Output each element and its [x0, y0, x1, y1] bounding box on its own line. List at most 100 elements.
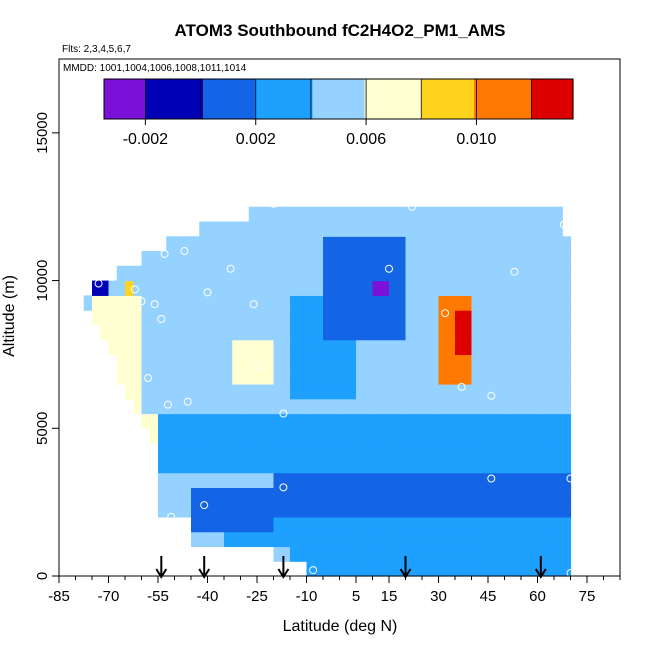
heatmap-cell [257, 280, 266, 296]
heatmap-cell [463, 516, 473, 533]
heatmap-cell [100, 295, 110, 311]
colorbar-segment [255, 79, 261, 119]
heatmap-cell [314, 398, 324, 415]
heatmap-cell [562, 236, 572, 252]
heatmap-cell [116, 369, 126, 385]
sample-point [183, 397, 192, 406]
heatmap-cell [182, 280, 192, 296]
colorbar-segment [218, 79, 225, 119]
heatmap-cell [240, 428, 250, 444]
heatmap-cell [455, 236, 464, 252]
heatmap-cell [248, 310, 258, 326]
heatmap-cell [512, 295, 522, 311]
colorbar-segment [421, 79, 428, 119]
heatmap-cell [397, 206, 407, 223]
heatmap-cell [314, 546, 324, 562]
heatmap-cell [521, 339, 530, 356]
heatmap-cell [545, 236, 555, 252]
heatmap-cell [224, 487, 233, 503]
heatmap-cell [306, 295, 316, 311]
heatmap-cell [397, 295, 407, 311]
colorbar-segment [161, 79, 168, 119]
heatmap-cell [215, 265, 225, 282]
heatmap-cell [182, 413, 192, 429]
heatmap-cell [529, 221, 539, 237]
heatmap-cell [290, 487, 299, 503]
heatmap-cell [529, 310, 539, 326]
heatmap-cell [191, 502, 200, 518]
heatmap-cell [125, 265, 134, 282]
heatmap-cell [158, 487, 167, 503]
heatmap-cell [133, 369, 143, 385]
heatmap-cell [397, 221, 407, 237]
heatmap-cell [158, 413, 167, 429]
heatmap-cell [446, 531, 456, 548]
heatmap-cell [504, 443, 514, 459]
heatmap-cell [331, 502, 341, 518]
y-axis-label: Altitude (m) [1, 275, 18, 357]
heatmap-cell [298, 310, 308, 326]
heatmap-cell [356, 561, 365, 577]
heatmap-cell [224, 413, 233, 429]
colorbar-segment [291, 79, 298, 119]
colorbar-tick-label: -0.002 [123, 131, 168, 148]
sample-point [279, 483, 288, 492]
heatmap-cell [232, 487, 242, 503]
heatmap-cell [364, 280, 374, 296]
heatmap-cell [389, 295, 398, 311]
heatmap-cell [430, 354, 440, 370]
heatmap-cell [174, 369, 184, 385]
heatmap-cell [215, 398, 225, 415]
heatmap-cell [397, 310, 407, 326]
heatmap-cell [224, 443, 233, 459]
heatmap-cell [331, 472, 341, 488]
heatmap-cell [273, 251, 283, 267]
heatmap-cell [306, 413, 316, 429]
heatmap-cell [504, 531, 514, 548]
heatmap-cell [314, 339, 324, 356]
heatmap-cell [314, 265, 324, 282]
heatmap-cell [166, 354, 176, 370]
heatmap-cell [215, 339, 225, 356]
heatmap-cell [438, 531, 448, 548]
heatmap-cell [504, 251, 514, 267]
heatmap-cell [545, 398, 555, 415]
heatmap-cell [265, 251, 275, 267]
heatmap-cell [314, 221, 324, 237]
heatmap-cell [314, 428, 324, 444]
heatmap-cell [158, 383, 167, 400]
heatmap-cell [413, 310, 423, 326]
heatmap-cell [149, 251, 159, 267]
heatmap-cell [389, 561, 398, 577]
heatmap-cell [133, 295, 143, 311]
colorbar-segment [494, 79, 501, 119]
heatmap-cell [141, 383, 151, 400]
heatmap-cell [554, 339, 563, 356]
heatmap-cell [339, 487, 349, 503]
heatmap-cell [207, 487, 217, 503]
heatmap-cell [430, 516, 440, 533]
heatmap-cell [422, 546, 431, 562]
heatmap-cell [554, 487, 563, 503]
heatmap-cell [199, 310, 209, 326]
heatmap-cell [290, 516, 299, 533]
dates-note: MMDD: 1001,1004,1006,1008,1011,1014 [63, 63, 247, 74]
heatmap-cell [364, 369, 374, 385]
heatmap-cell [281, 251, 291, 267]
heatmap-cell [463, 324, 473, 341]
heatmap-cell [479, 428, 489, 444]
colorbar-segment [354, 79, 360, 119]
heatmap-cell [199, 354, 209, 370]
heatmap-cell [314, 413, 324, 429]
heatmap-cell [562, 487, 572, 503]
heatmap-cell [265, 443, 275, 459]
heatmap-cell [265, 428, 275, 444]
heatmap-cell [479, 531, 489, 548]
heatmap-cell [265, 531, 275, 548]
heatmap-cell [306, 428, 316, 444]
sample-point [226, 264, 235, 273]
heatmap-cell [174, 236, 184, 252]
heatmap-cell [347, 369, 357, 385]
colorbar-segment [223, 79, 230, 119]
